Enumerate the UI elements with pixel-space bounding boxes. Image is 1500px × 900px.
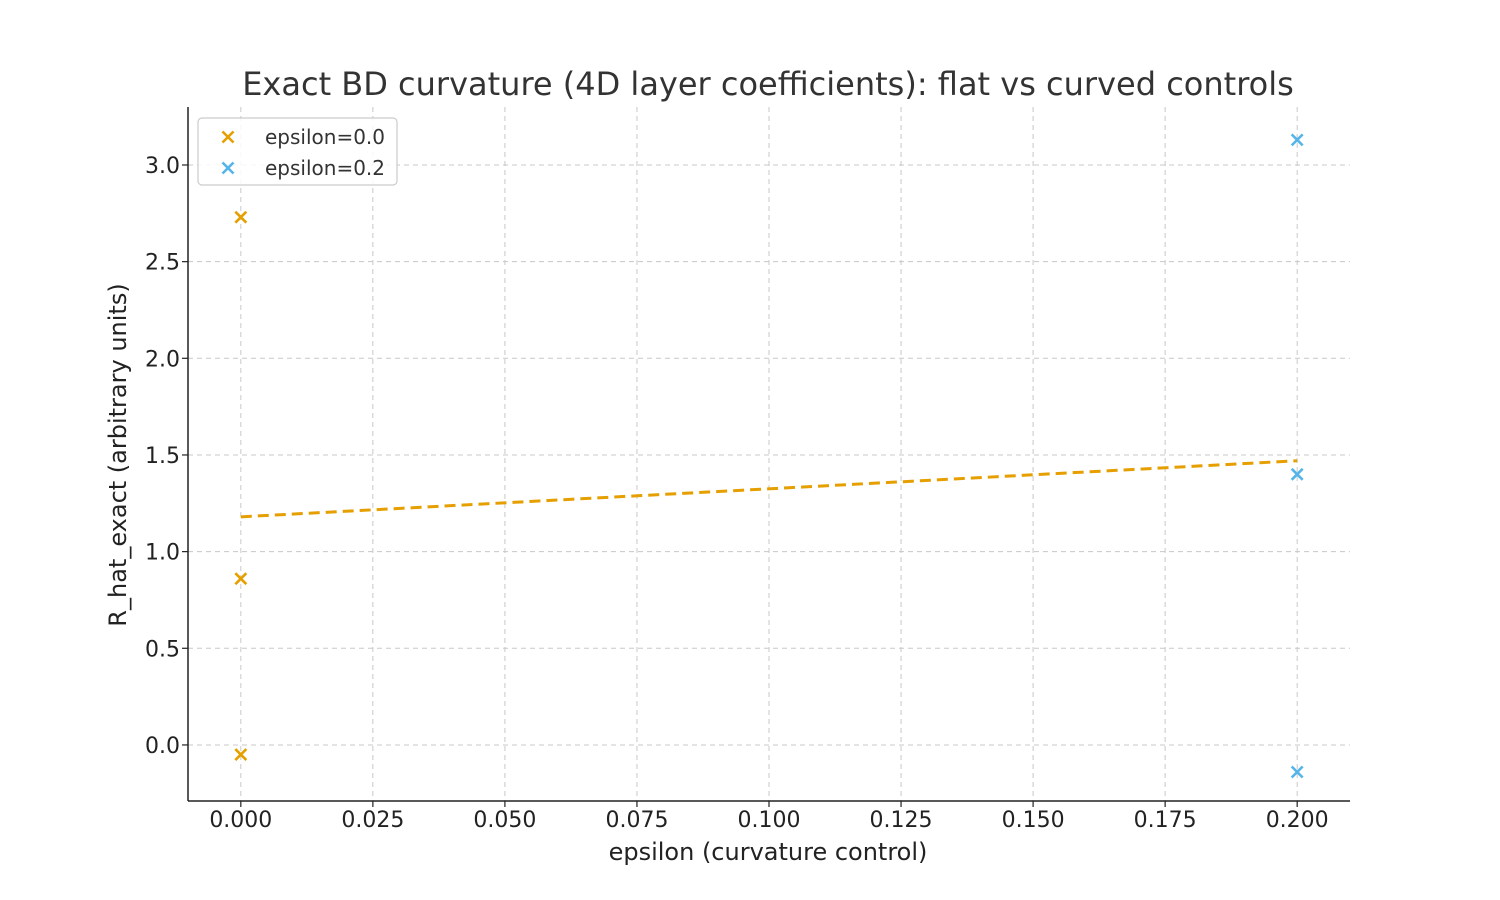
- grid: [188, 107, 1350, 801]
- x-ticks: 0.000 0.025 0.050 0.075 0.100 0.125 0.150 0.175…: [209, 801, 1329, 833]
- y-tick-label: 0.0: [145, 734, 180, 759]
- data-point: [234, 572, 248, 586]
- x-tick-label: 0.150: [1002, 808, 1065, 833]
- x-tick-label: 0.000: [209, 808, 272, 833]
- x-tick-label: 0.125: [870, 808, 933, 833]
- data-points: [234, 133, 1304, 779]
- x-tick-label: 0.050: [473, 808, 536, 833]
- x-tick-label: 0.175: [1134, 808, 1197, 833]
- legend-label: epsilon=0.2: [265, 156, 385, 180]
- data-point: [1290, 765, 1304, 779]
- legend: epsilon=0.0 epsilon=0.2: [197, 117, 398, 186]
- y-tick-label: 3.0: [145, 154, 180, 179]
- y-axis-label: R_hat_exact (arbitrary units): [104, 283, 132, 626]
- x-axis-label: epsilon (curvature control): [609, 838, 928, 866]
- x-tick-label: 0.025: [341, 808, 404, 833]
- legend-label: epsilon=0.0: [265, 125, 385, 149]
- data-point: [1290, 467, 1304, 481]
- legend-marker: [221, 130, 235, 144]
- fit-line-group: [240, 459, 1298, 519]
- y-tick-label: 2.5: [145, 251, 180, 276]
- y-tick-label: 0.5: [145, 637, 180, 662]
- legend-box: [197, 117, 398, 186]
- chart-title: Exact BD curvature (4D layer coefficient…: [242, 65, 1294, 103]
- x-tick-label: 0.100: [738, 808, 801, 833]
- y-tick-label: 2.0: [145, 347, 180, 372]
- data-point: [1290, 133, 1304, 147]
- data-point: [234, 748, 248, 762]
- x-tick-label: 0.075: [605, 808, 668, 833]
- x-tick-label: 0.200: [1266, 808, 1329, 833]
- data-point: [234, 210, 248, 224]
- fit-line: [240, 459, 1298, 519]
- y-tick-label: 1.5: [145, 444, 180, 469]
- y-ticks: 0.0 0.5 1.0 1.5 2.0 2.5 3.0: [145, 154, 188, 759]
- legend-marker: [221, 161, 235, 175]
- y-tick-label: 1.0: [145, 541, 180, 566]
